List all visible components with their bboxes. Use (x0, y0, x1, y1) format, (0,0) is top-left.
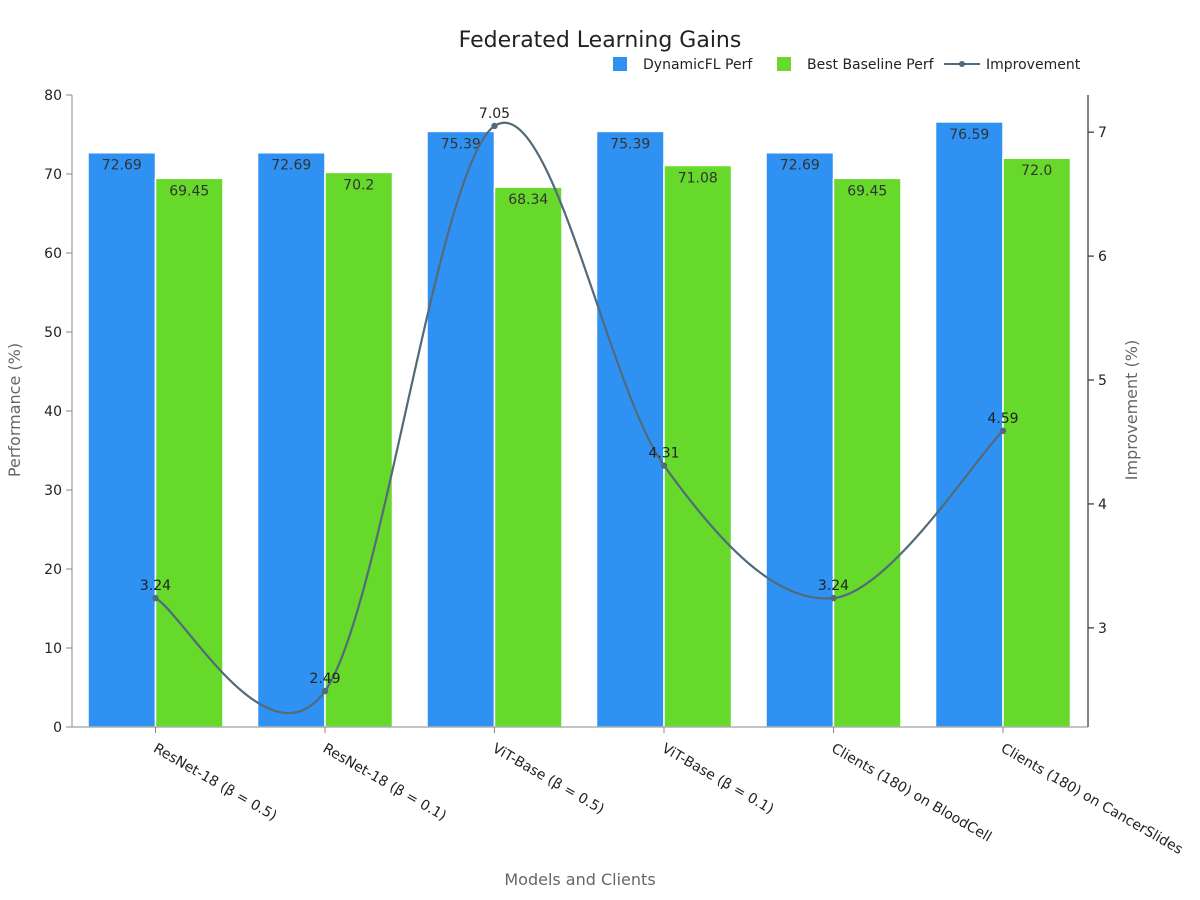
bar-baseline (324, 171, 394, 728)
left-tick-label: 70 (44, 167, 62, 183)
improvement-value-label: 2.49 (309, 671, 340, 687)
bar-value-label: 72.69 (102, 158, 142, 174)
bars-group: 72.69 72.69 75.39 75.39 72.69 76.59 69.45 70.2 6… (87, 121, 1072, 728)
left-y-axis: 0 10 20 30 40 50 60 70 80 (44, 88, 73, 736)
bar-baseline (154, 177, 224, 728)
x-tick-label: Clients (180) on BloodCell (829, 741, 995, 846)
legend-label-baseline: Best Baseline Perf (807, 57, 935, 73)
bar-baseline (663, 164, 733, 728)
left-tick-label: 50 (44, 325, 62, 341)
chart-title: Federated Learning Gains (459, 28, 742, 53)
bar-dynamicfl (765, 151, 835, 728)
left-tick-label: 10 (44, 641, 62, 657)
left-tick-label: 40 (44, 404, 62, 420)
bar-value-label: 72.0 (1021, 163, 1052, 179)
bar-value-label: 72.69 (271, 158, 311, 174)
improvement-value-label: 4.59 (987, 411, 1018, 427)
bar-dynamicfl (934, 121, 1004, 728)
bar-value-label: 75.39 (610, 136, 650, 152)
x-axis: ResNet-18 (β = 0.5) ResNet-18 (β = 0.1) Vi… (72, 726, 1185, 858)
legend: DynamicFL Perf Best Baseline Perf Improvem… (613, 57, 1081, 73)
improvement-point (152, 594, 159, 602)
right-tick-label: 4 (1098, 497, 1107, 513)
improvement-point (660, 462, 668, 469)
x-tick-label: ViT-Base (β = 0.1) (659, 741, 776, 818)
bar-value-label: 69.45 (169, 183, 209, 199)
improvement-point (321, 687, 329, 695)
x-tick-label: ResNet-18 (β = 0.5) (151, 741, 280, 825)
bar-dynamicfl (426, 130, 496, 728)
improvement-value-label: 3.24 (140, 578, 171, 594)
left-tick-label: 30 (44, 483, 62, 499)
bar-value-label: 76.59 (949, 127, 989, 143)
bar-value-label: 69.45 (847, 183, 887, 199)
bar-dynamicfl (595, 130, 665, 728)
x-tick-label: ViT-Base (β = 0.5) (490, 741, 607, 818)
legend-swatch-dynamicfl (613, 57, 627, 71)
bar-value-label: 71.08 (678, 170, 718, 186)
bar-baseline (832, 177, 902, 728)
improvement-value-label: 7.05 (479, 106, 510, 122)
legend-marker-improvement (959, 61, 965, 67)
improvement-point (999, 427, 1007, 435)
legend-swatch-baseline (777, 57, 791, 71)
improvement-line-group: 3.24 2.49 7.05 4.31 3.24 4.59 (140, 106, 1019, 714)
bar-dynamicfl (87, 151, 157, 728)
improvement-point (830, 594, 837, 602)
bar-value-label: 72.69 (780, 158, 820, 174)
y-axis-title: Performance (%) (5, 343, 24, 477)
right-y-axis: 3 4 5 6 7 (1087, 95, 1107, 727)
bar-baseline (1002, 157, 1072, 728)
legend-label-improvement: Improvement (986, 57, 1081, 73)
x-tick-label: ResNet-18 (β = 0.1) (320, 741, 449, 825)
right-tick-label: 5 (1098, 373, 1107, 389)
improvement-value-label: 4.31 (648, 446, 679, 462)
bar-baseline (493, 186, 563, 728)
improvement-point (491, 122, 498, 130)
right-tick-label: 6 (1098, 249, 1107, 265)
bar-value-label: 75.39 (441, 136, 481, 152)
bar-dynamicfl (256, 151, 326, 728)
left-tick-label: 0 (53, 720, 62, 736)
x-tick-label: Clients (180) on CancerSlides (998, 741, 1185, 858)
improvement-value-label: 3.24 (818, 578, 849, 594)
left-tick-label: 60 (44, 246, 62, 262)
bar-value-label: 68.34 (508, 192, 548, 208)
right-tick-label: 3 (1098, 621, 1107, 637)
y2-axis-title: Improvement (%) (1122, 340, 1141, 480)
right-tick-label: 7 (1098, 125, 1107, 141)
bar-value-label: 70.2 (343, 177, 374, 193)
left-tick-label: 20 (44, 562, 62, 578)
left-tick-label: 80 (44, 88, 62, 104)
legend-label-dynamicfl: DynamicFL Perf (643, 57, 753, 73)
x-axis-title: Models and Clients (504, 870, 655, 889)
